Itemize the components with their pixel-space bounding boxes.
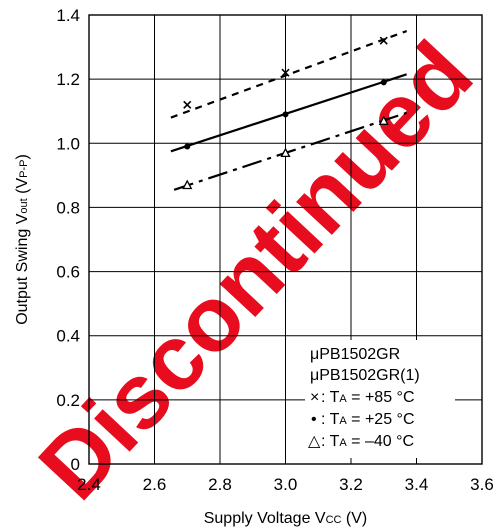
data-point-0-2-b [379, 36, 388, 45]
legend-entry-minus40: △ : TA = –40 °C [308, 433, 414, 450]
data-point-0-1 [281, 68, 290, 77]
legend-title-1: μPB1502GR [310, 346, 400, 363]
x-tick-label-3: 3.0 [274, 475, 298, 494]
tick-labels: 2.4 2.6 2.8 3.0 3.2 3.4 3.6 0 0.2 0.4 0.6 0.8 1.0 1.2… [56, 6, 493, 494]
data-point-1-2 [380, 79, 387, 86]
y-axis-title-unit-pre: (V [14, 178, 31, 199]
data-point-2-2 [378, 115, 389, 125]
data-point-0-1-b [281, 68, 290, 77]
data-point-1-0 [184, 143, 191, 150]
data-point-0-0 [183, 100, 192, 109]
y-axis-title: Output Swing Vout (VP-P) [14, 154, 31, 325]
legend-label-minus40-post: = –40 °C [347, 433, 414, 450]
legend-symbol-dot: • [311, 411, 317, 428]
legend-background [305, 340, 455, 458]
x-axis-title-unit: (V) [341, 510, 367, 527]
y-axis-title-main: Output Swing V [14, 213, 31, 325]
legend-label-minus40-sub: A [339, 437, 347, 449]
y-axis-title-unit-post: ) [14, 154, 31, 159]
series-line-1 [170, 73, 408, 153]
y-axis-title-unit-sub: P-P [18, 160, 30, 178]
y-tick-label-5: 1.0 [56, 134, 80, 153]
x-tick-label-4: 3.2 [339, 475, 363, 494]
legend-label-85-post: = +85 °C [347, 389, 415, 406]
y-tick-label-1: 0.2 [56, 391, 80, 410]
legend-label-85-pre: : T [321, 389, 340, 406]
legend-label-25-pre: : T [321, 411, 340, 428]
x-tick-label-2: 2.8 [208, 475, 232, 494]
series-lines [170, 30, 408, 191]
x-axis-title-sub: CC [326, 514, 342, 526]
y-tick-label-4: 0.8 [56, 198, 80, 217]
x-tick-label-6: 3.6 [470, 475, 494, 494]
legend-label-minus40: : TA = –40 °C [321, 433, 414, 450]
y-tick-label-2: 0.4 [56, 327, 80, 346]
legend-label-25: : TA = +25 °C [321, 411, 415, 428]
legend-title-2: μPB1502GR(1) [310, 367, 420, 384]
y-tick-label-6: 1.2 [56, 70, 80, 89]
data-point-1-1 [282, 111, 289, 118]
y-tick-label-3: 0.6 [56, 263, 80, 282]
legend: μPB1502GR μPB1502GR(1) × : TA = +85 °C •… [305, 340, 455, 458]
x-tick-label-1: 2.6 [143, 475, 167, 494]
legend-symbol-triangle: △ [308, 433, 321, 450]
series-markers [182, 36, 389, 190]
legend-label-25-sub: A [339, 415, 347, 427]
y-axis-title-sub: out [18, 198, 30, 213]
legend-entry-25: • : TA = +25 °C [311, 411, 415, 428]
x-tick-label-5: 3.4 [405, 475, 429, 494]
data-point-0-2 [379, 36, 388, 45]
data-point-2-1 [280, 147, 291, 158]
legend-symbol-cross: × [310, 389, 319, 406]
legend-label-85: : TA = +85 °C [321, 389, 415, 406]
legend-label-minus40-pre: : T [321, 433, 340, 450]
series-line-0 [170, 30, 408, 119]
y-tick-label-0: 0 [71, 455, 80, 474]
x-axis-title-main: Supply Voltage V [204, 510, 326, 527]
y-tick-label-7: 1.4 [56, 6, 80, 25]
data-point-0-0-b [183, 100, 192, 109]
legend-label-85-sub: A [339, 393, 347, 405]
plot-frame [88, 14, 483, 465]
legend-entry-85: × : TA = +85 °C [310, 389, 415, 406]
x-tick-label-0: 2.4 [77, 475, 101, 494]
data-point-2-0 [182, 179, 193, 190]
series-line-2 [173, 111, 408, 191]
legend-label-25-post: = +25 °C [347, 411, 415, 428]
x-axis-title: Supply Voltage VCC (V) [204, 510, 368, 527]
